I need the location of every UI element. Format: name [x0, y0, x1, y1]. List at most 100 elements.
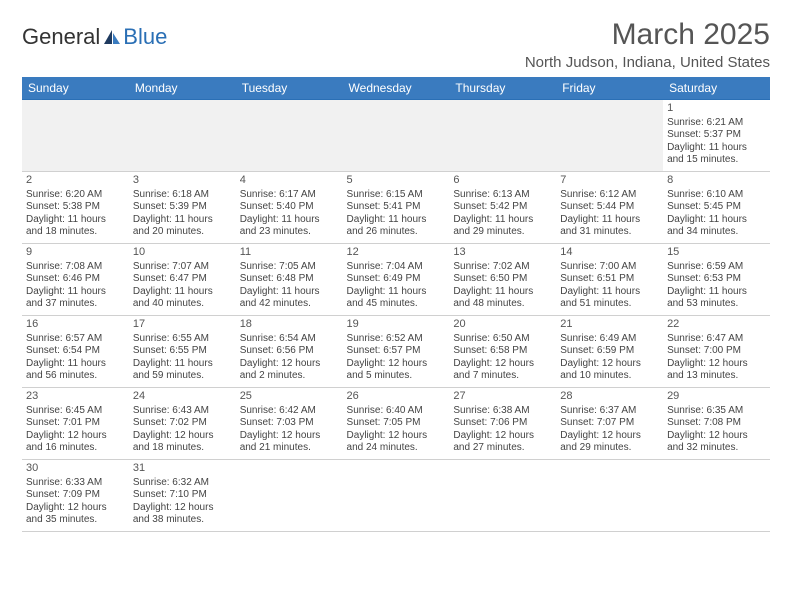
sunset-text: Sunset: 6:56 PM [240, 345, 339, 358]
daylight-text: Daylight: 12 hours and 7 minutes. [453, 358, 552, 383]
sunrise-text: Sunrise: 6:15 AM [347, 189, 446, 202]
calendar-cell: 26Sunrise: 6:40 AMSunset: 7:05 PMDayligh… [343, 388, 450, 460]
sunrise-text: Sunrise: 7:00 AM [560, 261, 659, 274]
day-header: Friday [556, 77, 663, 100]
daylight-text: Daylight: 12 hours and 5 minutes. [347, 358, 446, 383]
calendar-cell: 18Sunrise: 6:54 AMSunset: 6:56 PMDayligh… [236, 316, 343, 388]
sunrise-text: Sunrise: 6:13 AM [453, 189, 552, 202]
sunrise-text: Sunrise: 6:32 AM [133, 477, 232, 490]
day-header: Wednesday [343, 77, 450, 100]
day-number: 17 [133, 318, 232, 332]
calendar-cell: 15Sunrise: 6:59 AMSunset: 6:53 PMDayligh… [663, 244, 770, 316]
calendar-cell: 20Sunrise: 6:50 AMSunset: 6:58 PMDayligh… [449, 316, 556, 388]
calendar-cell: 16Sunrise: 6:57 AMSunset: 6:54 PMDayligh… [22, 316, 129, 388]
sunrise-text: Sunrise: 6:50 AM [453, 333, 552, 346]
day-number: 4 [240, 174, 339, 188]
sunrise-text: Sunrise: 7:07 AM [133, 261, 232, 274]
daylight-text: Daylight: 12 hours and 38 minutes. [133, 502, 232, 527]
sunrise-text: Sunrise: 6:12 AM [560, 189, 659, 202]
sunset-text: Sunset: 7:10 PM [133, 489, 232, 502]
sunrise-text: Sunrise: 6:43 AM [133, 405, 232, 418]
day-header: Tuesday [236, 77, 343, 100]
calendar-cell: 6Sunrise: 6:13 AMSunset: 5:42 PMDaylight… [449, 172, 556, 244]
sunset-text: Sunset: 7:09 PM [26, 489, 125, 502]
daylight-text: Daylight: 11 hours and 40 minutes. [133, 286, 232, 311]
calendar-cell [663, 460, 770, 532]
location-text: North Judson, Indiana, United States [525, 54, 770, 71]
sunset-text: Sunset: 7:02 PM [133, 417, 232, 430]
sunrise-text: Sunrise: 6:59 AM [667, 261, 766, 274]
day-number: 23 [26, 390, 125, 404]
calendar-cell: 23Sunrise: 6:45 AMSunset: 7:01 PMDayligh… [22, 388, 129, 460]
daylight-text: Daylight: 11 hours and 15 minutes. [667, 142, 766, 167]
sunrise-text: Sunrise: 6:45 AM [26, 405, 125, 418]
calendar-cell [129, 100, 236, 172]
daylight-text: Daylight: 11 hours and 45 minutes. [347, 286, 446, 311]
day-number: 27 [453, 390, 552, 404]
sunrise-text: Sunrise: 7:08 AM [26, 261, 125, 274]
calendar-cell: 19Sunrise: 6:52 AMSunset: 6:57 PMDayligh… [343, 316, 450, 388]
day-number: 8 [667, 174, 766, 188]
day-number: 3 [133, 174, 232, 188]
calendar-cell: 3Sunrise: 6:18 AMSunset: 5:39 PMDaylight… [129, 172, 236, 244]
sunset-text: Sunset: 7:06 PM [453, 417, 552, 430]
calendar-cell: 9Sunrise: 7:08 AMSunset: 6:46 PMDaylight… [22, 244, 129, 316]
calendar-cell: 5Sunrise: 6:15 AMSunset: 5:41 PMDaylight… [343, 172, 450, 244]
calendar-cell [449, 100, 556, 172]
daylight-text: Daylight: 12 hours and 32 minutes. [667, 430, 766, 455]
day-number: 13 [453, 246, 552, 260]
calendar-week-row: 9Sunrise: 7:08 AMSunset: 6:46 PMDaylight… [22, 244, 770, 316]
sunrise-text: Sunrise: 6:35 AM [667, 405, 766, 418]
calendar-cell: 29Sunrise: 6:35 AMSunset: 7:08 PMDayligh… [663, 388, 770, 460]
sunset-text: Sunset: 5:45 PM [667, 201, 766, 214]
daylight-text: Daylight: 12 hours and 2 minutes. [240, 358, 339, 383]
daylight-text: Daylight: 11 hours and 42 minutes. [240, 286, 339, 311]
sunrise-text: Sunrise: 6:20 AM [26, 189, 125, 202]
calendar-table: Sunday Monday Tuesday Wednesday Thursday… [22, 77, 770, 532]
daylight-text: Daylight: 11 hours and 34 minutes. [667, 214, 766, 239]
sunset-text: Sunset: 6:48 PM [240, 273, 339, 286]
day-header: Saturday [663, 77, 770, 100]
sunrise-text: Sunrise: 6:42 AM [240, 405, 339, 418]
day-header: Monday [129, 77, 236, 100]
sunrise-text: Sunrise: 6:37 AM [560, 405, 659, 418]
sunset-text: Sunset: 6:57 PM [347, 345, 446, 358]
calendar-cell: 11Sunrise: 7:05 AMSunset: 6:48 PMDayligh… [236, 244, 343, 316]
calendar-week-row: 16Sunrise: 6:57 AMSunset: 6:54 PMDayligh… [22, 316, 770, 388]
calendar-cell [343, 100, 450, 172]
calendar-week-row: 23Sunrise: 6:45 AMSunset: 7:01 PMDayligh… [22, 388, 770, 460]
logo-sail-icon [102, 28, 122, 46]
page-header: GeneralBlue March 2025 North Judson, Ind… [22, 18, 770, 71]
calendar-cell [556, 460, 663, 532]
daylight-text: Daylight: 11 hours and 29 minutes. [453, 214, 552, 239]
day-number: 21 [560, 318, 659, 332]
sunrise-text: Sunrise: 6:40 AM [347, 405, 446, 418]
sunset-text: Sunset: 5:40 PM [240, 201, 339, 214]
calendar-cell: 27Sunrise: 6:38 AMSunset: 7:06 PMDayligh… [449, 388, 556, 460]
sunset-text: Sunset: 5:38 PM [26, 201, 125, 214]
calendar-body: 1Sunrise: 6:21 AMSunset: 5:37 PMDaylight… [22, 100, 770, 532]
daylight-text: Daylight: 11 hours and 48 minutes. [453, 286, 552, 311]
sunset-text: Sunset: 6:53 PM [667, 273, 766, 286]
sunset-text: Sunset: 6:49 PM [347, 273, 446, 286]
calendar-cell: 22Sunrise: 6:47 AMSunset: 7:00 PMDayligh… [663, 316, 770, 388]
calendar-cell: 13Sunrise: 7:02 AMSunset: 6:50 PMDayligh… [449, 244, 556, 316]
day-number: 16 [26, 318, 125, 332]
day-number: 10 [133, 246, 232, 260]
daylight-text: Daylight: 11 hours and 23 minutes. [240, 214, 339, 239]
sunset-text: Sunset: 5:42 PM [453, 201, 552, 214]
day-number: 9 [26, 246, 125, 260]
sunset-text: Sunset: 6:51 PM [560, 273, 659, 286]
calendar-cell: 7Sunrise: 6:12 AMSunset: 5:44 PMDaylight… [556, 172, 663, 244]
day-number: 1 [667, 102, 766, 116]
day-number: 14 [560, 246, 659, 260]
calendar-cell: 2Sunrise: 6:20 AMSunset: 5:38 PMDaylight… [22, 172, 129, 244]
day-number: 7 [560, 174, 659, 188]
calendar-cell [22, 100, 129, 172]
sunrise-text: Sunrise: 7:05 AM [240, 261, 339, 274]
sunrise-text: Sunrise: 6:52 AM [347, 333, 446, 346]
calendar-cell: 1Sunrise: 6:21 AMSunset: 5:37 PMDaylight… [663, 100, 770, 172]
daylight-text: Daylight: 12 hours and 27 minutes. [453, 430, 552, 455]
day-number: 12 [347, 246, 446, 260]
sunrise-text: Sunrise: 6:49 AM [560, 333, 659, 346]
